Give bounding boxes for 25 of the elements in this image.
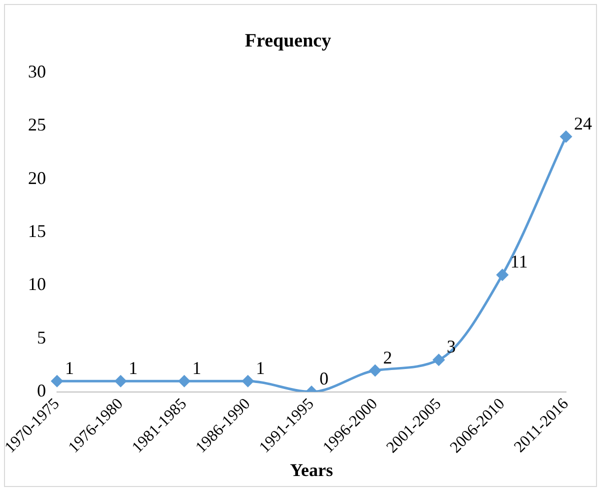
y-tick-label: 0 (37, 380, 46, 401)
data-label: 24 (574, 113, 592, 134)
point (51, 375, 63, 387)
data-label: 1 (65, 358, 74, 378)
point (433, 354, 445, 366)
point (560, 130, 572, 142)
data-label: 0 (320, 368, 329, 389)
data-label: 1 (256, 358, 265, 378)
data-label: 11 (510, 252, 528, 272)
y-tick-label: 25 (28, 114, 46, 135)
y-tick-label: 15 (28, 221, 46, 242)
point (369, 364, 381, 376)
data-label: 1 (192, 358, 202, 378)
point (496, 269, 508, 281)
point (242, 375, 254, 387)
data-label: 1 (128, 358, 138, 378)
x-axis-title: Years (290, 460, 334, 480)
point (178, 375, 190, 387)
point (114, 375, 126, 387)
data-label: 2 (383, 347, 392, 368)
chart-title: Frequency (244, 30, 332, 52)
y-tick-label: 20 (28, 168, 46, 188)
y-tick-label: 5 (37, 327, 46, 348)
y-tick-label: 10 (28, 274, 46, 294)
y-tick-label: 30 (28, 62, 46, 82)
